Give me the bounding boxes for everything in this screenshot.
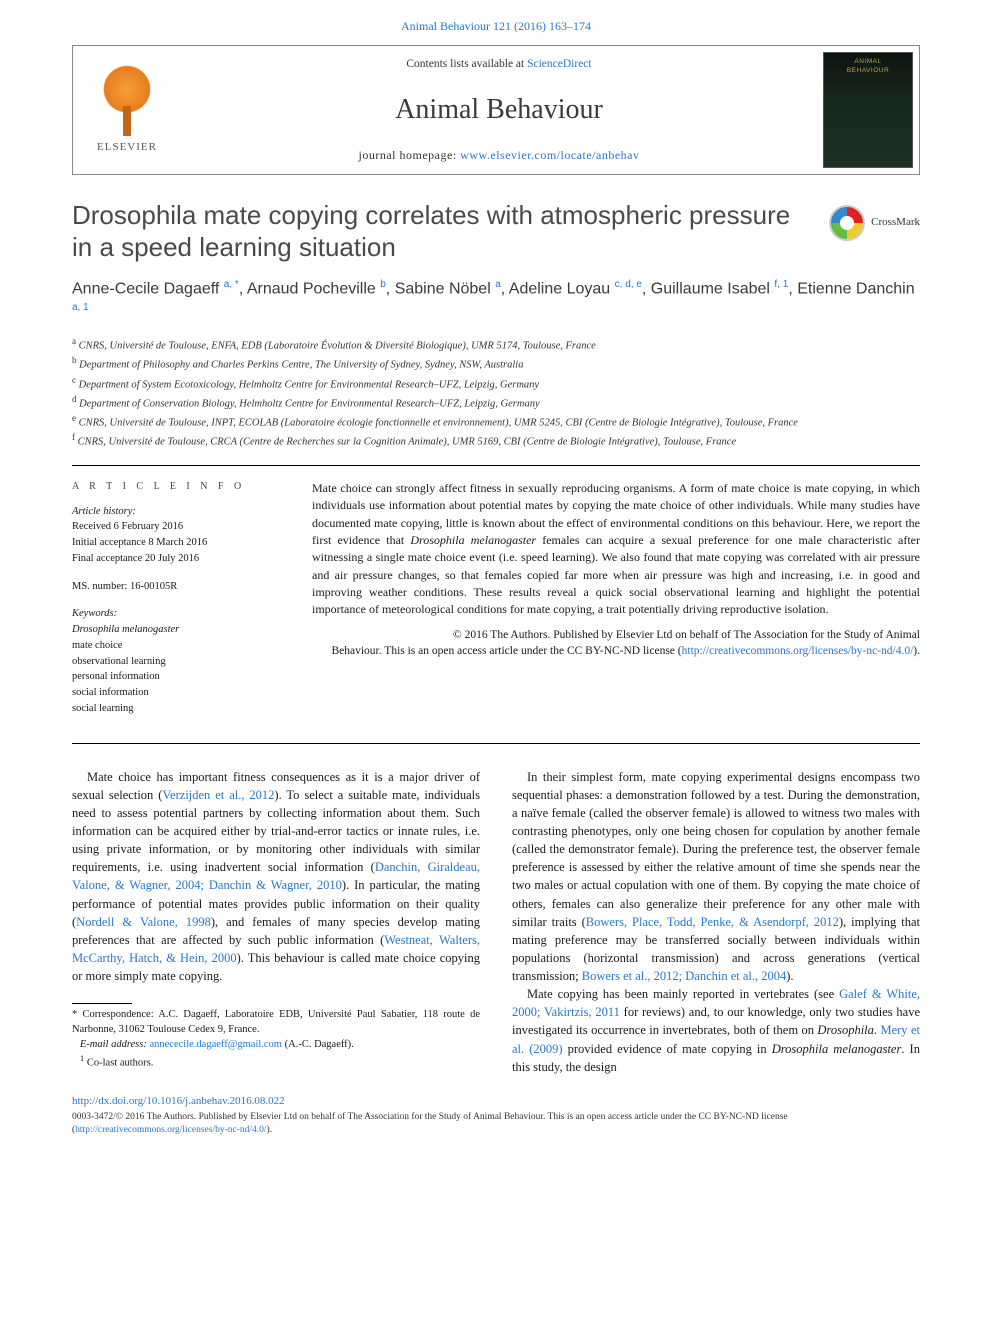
article-info-heading: A R T I C L E I N F O (72, 480, 280, 494)
abstract-text: Mate choice can strongly affect fitness … (312, 481, 920, 617)
history-line: Final acceptance 20 July 2016 (72, 553, 199, 564)
body-text: Mate choice has important fitness conseq… (72, 768, 920, 1076)
divider (72, 743, 920, 744)
elsevier-tree-icon (95, 64, 159, 136)
doi: http://dx.doi.org/10.1016/j.anbehav.2016… (72, 1094, 920, 1109)
homepage-line: journal homepage: www.elsevier.com/locat… (189, 147, 809, 164)
article-title: Drosophila mate copying correlates with … (72, 199, 809, 264)
sciencedirect-link[interactable]: ScienceDirect (527, 58, 592, 70)
footer-license-link[interactable]: http://creativecommons.org/licenses/by-n… (75, 1125, 266, 1135)
keyword: social learning (72, 703, 134, 714)
publisher-logo-box: ELSEVIER (73, 46, 181, 174)
copyright-line1: © 2016 The Authors. Published by Elsevie… (453, 629, 920, 641)
affiliations: a CNRS, Université de Toulouse, ENFA, ED… (72, 335, 920, 451)
paragraph: In their simplest form, mate copying exp… (512, 768, 920, 986)
correspondence-note: * Correspondence: A.C. Dagaeff, Laborato… (72, 1008, 480, 1037)
footer-close: ). (267, 1125, 273, 1135)
crossmark[interactable]: CrossMark (829, 199, 920, 241)
journal-cover-thumb (823, 52, 913, 168)
abstract: Mate choice can strongly affect fitness … (312, 480, 920, 729)
paragraph: Mate copying has been mainly reported in… (512, 985, 920, 1076)
email-tail: (A.-C. Dagaeff). (282, 1039, 354, 1050)
keyword: mate choice (72, 640, 122, 651)
license-link[interactable]: http://creativecommons.org/licenses/by-n… (682, 645, 914, 657)
keyword: personal information (72, 671, 160, 682)
homepage-url[interactable]: www.elsevier.com/locate/anbehav (460, 148, 639, 162)
publisher-label: ELSEVIER (97, 140, 157, 155)
homepage-label: journal homepage: (359, 148, 461, 162)
masthead-center: Contents lists available at ScienceDirec… (181, 46, 817, 174)
crossmark-label: CrossMark (871, 215, 920, 230)
contents-line: Contents lists available at ScienceDirec… (189, 56, 809, 72)
copyright-line2: Behaviour. This is an open access articl… (331, 645, 681, 657)
authors: Anne-Cecile Dagaeff a, *, Arnaud Pochevi… (72, 278, 920, 323)
email-label: E-mail address: (80, 1039, 150, 1050)
history-line: Initial acceptance 8 March 2016 (72, 537, 207, 548)
divider (72, 465, 920, 466)
footer-rights: 0003-3472/© 2016 The Authors. Published … (72, 1111, 920, 1137)
colast-note: 1 Co-last authors. (72, 1052, 480, 1071)
masthead: ELSEVIER Contents lists available at Sci… (72, 45, 920, 175)
copyright-close: ). (913, 645, 920, 657)
top-citation: Animal Behaviour 121 (2016) 163–174 (0, 0, 992, 45)
doi-link[interactable]: http://dx.doi.org/10.1016/j.anbehav.2016… (72, 1095, 285, 1107)
crossmark-icon (829, 205, 865, 241)
keywords-label: Keywords: (72, 608, 117, 619)
colast-text: Co-last authors. (87, 1058, 154, 1069)
keyword: Drosophila melanogaster (72, 624, 179, 635)
keyword: social information (72, 687, 149, 698)
footnotes: * Correspondence: A.C. Dagaeff, Laborato… (72, 1003, 480, 1071)
history-line: Received 6 February 2016 (72, 521, 183, 532)
email-link[interactable]: annececile.dagaeff@gmail.com (149, 1039, 282, 1050)
top-citation-link[interactable]: Animal Behaviour 121 (2016) 163–174 (401, 19, 591, 33)
article-info: A R T I C L E I N F O Article history: R… (72, 480, 280, 729)
cover-box (817, 46, 919, 174)
history-block: Article history: Received 6 February 201… (72, 504, 280, 567)
contents-text: Contents lists available at (406, 58, 527, 70)
paragraph: Mate choice has important fitness conseq… (72, 768, 480, 986)
keywords-block: Keywords: Drosophila melanogaster mate c… (72, 606, 280, 716)
ms-number: MS. number: 16-00105R (72, 579, 280, 595)
email-line: E-mail address: annececile.dagaeff@gmail… (72, 1038, 480, 1053)
copyright: © 2016 The Authors. Published by Elsevie… (312, 627, 920, 659)
history-label: Article history: (72, 506, 136, 517)
journal-name: Animal Behaviour (189, 90, 809, 129)
keyword: observational learning (72, 656, 166, 667)
